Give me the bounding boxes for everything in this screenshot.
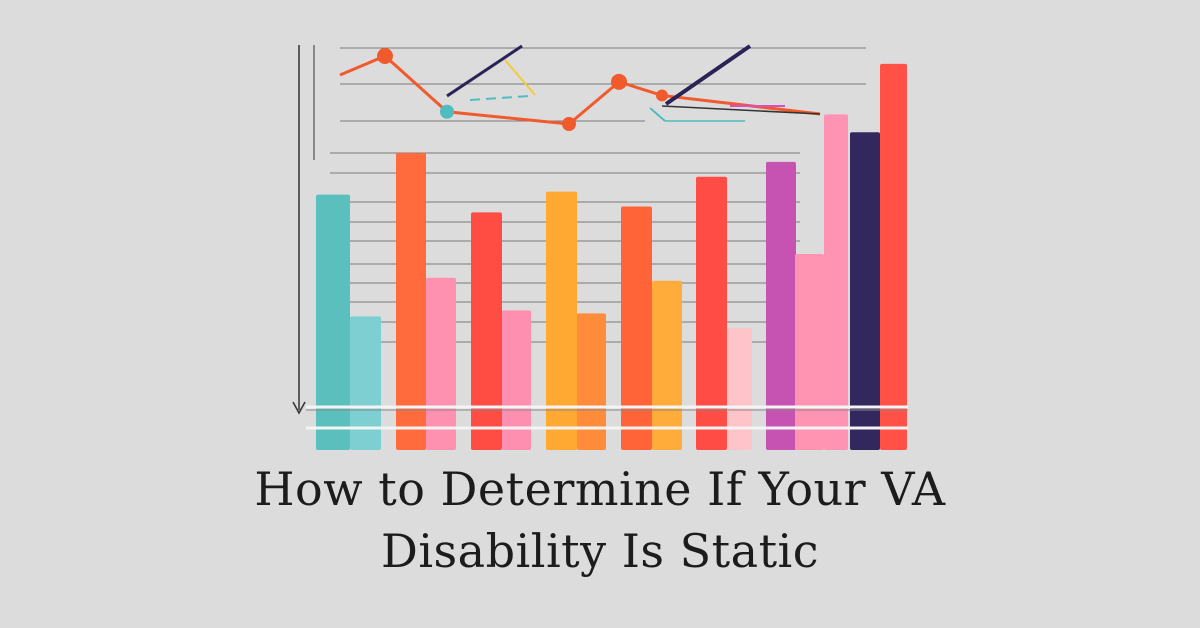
trend-line-navy xyxy=(664,44,752,106)
bar xyxy=(471,212,502,450)
bar xyxy=(350,316,381,450)
y-axis xyxy=(292,45,315,415)
bar xyxy=(766,161,796,450)
bar xyxy=(824,114,848,450)
bar xyxy=(652,280,682,450)
trend-point xyxy=(656,89,668,102)
bar xyxy=(850,132,880,450)
trend-point xyxy=(611,73,627,90)
arrow-down-icon xyxy=(292,401,306,415)
accent-teal-line xyxy=(649,107,666,122)
accent-teal-line xyxy=(469,95,531,101)
bar xyxy=(727,328,752,450)
trend-lines xyxy=(339,44,821,131)
title-line-2: Disability Is Static xyxy=(380,524,820,578)
bar xyxy=(396,153,426,450)
baseline xyxy=(306,405,908,430)
bar-chart-illustration xyxy=(292,44,908,451)
bar xyxy=(577,313,606,450)
trend-line-orange xyxy=(339,54,821,126)
bar xyxy=(426,277,456,450)
trend-line-navy xyxy=(446,44,523,98)
trend-point xyxy=(562,117,576,131)
trend-point xyxy=(440,104,454,119)
bar xyxy=(880,63,907,451)
page-title: How to Determine If Your VA Disability I… xyxy=(0,458,1200,582)
bars xyxy=(316,63,907,451)
title-line-1: How to Determine If Your VA xyxy=(254,462,946,516)
trend-line-dark xyxy=(661,105,821,115)
trend-point xyxy=(377,48,393,64)
bar xyxy=(546,191,577,451)
bar xyxy=(696,176,727,450)
bar xyxy=(502,310,531,450)
bar xyxy=(621,206,652,450)
bar xyxy=(795,253,824,450)
bar xyxy=(316,194,350,450)
accent-yellow-line xyxy=(504,59,536,96)
